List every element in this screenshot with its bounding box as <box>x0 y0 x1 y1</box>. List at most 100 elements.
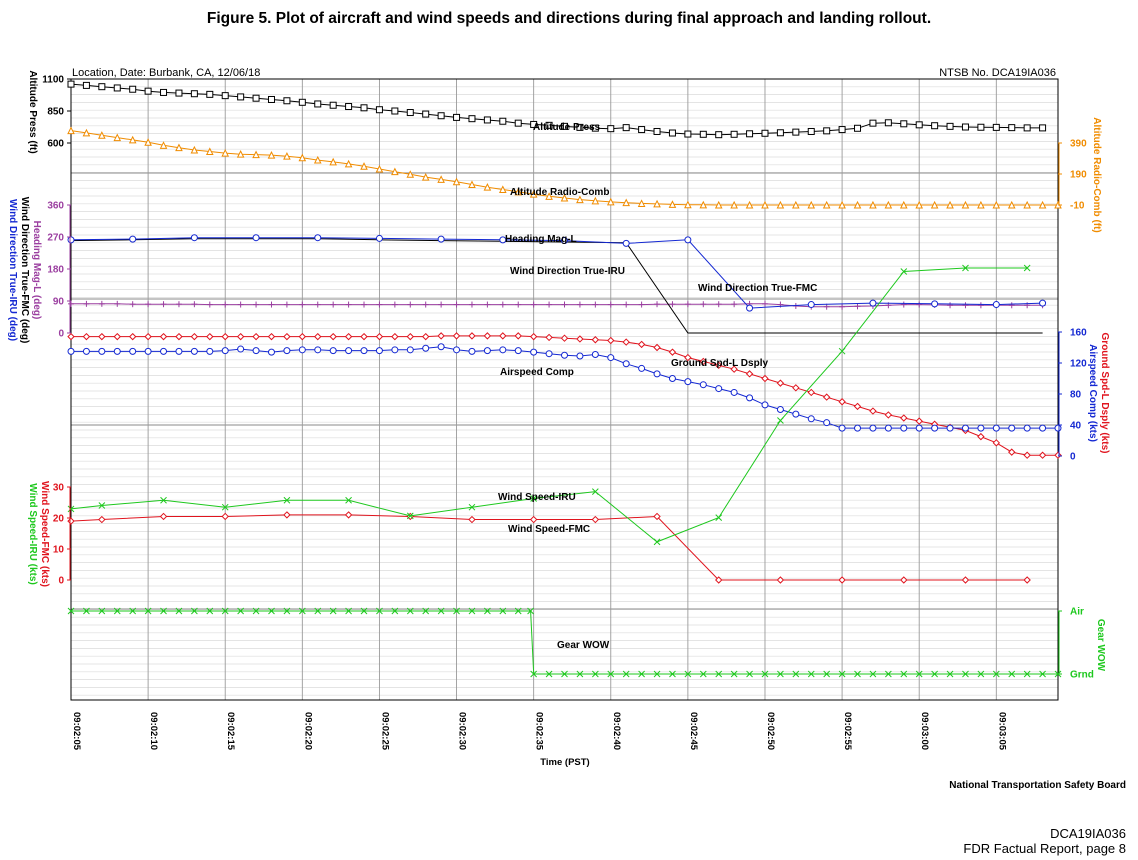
series-heading <box>68 300 1046 310</box>
point-marker <box>206 607 214 615</box>
point-marker <box>252 150 260 159</box>
point-marker <box>468 515 476 524</box>
point-marker <box>869 200 877 209</box>
point-marker <box>221 503 229 511</box>
point-marker <box>838 424 846 432</box>
point-marker <box>653 512 661 521</box>
point-marker <box>144 332 152 341</box>
point-marker <box>391 107 399 115</box>
point-marker <box>267 95 275 103</box>
point-marker <box>730 130 738 138</box>
wind-speed-tick-label: 20 <box>53 514 65 525</box>
point-marker <box>1023 124 1031 132</box>
point-marker <box>452 332 461 340</box>
point-marker <box>885 670 892 678</box>
point-marker <box>452 177 461 186</box>
point-marker <box>776 129 784 137</box>
point-marker <box>160 88 168 96</box>
point-marker <box>961 200 970 209</box>
annotation-label: Wind Speed-IRU <box>498 492 576 503</box>
point-marker <box>915 424 923 432</box>
point-marker <box>67 332 75 341</box>
axis-title-wind-speed-iru: Wind Speed-IRU (kts) <box>27 483 38 585</box>
point-marker <box>777 670 784 678</box>
point-marker <box>468 347 476 355</box>
point-marker <box>98 502 106 509</box>
location-date: Location, Date: Burbank, CA, 12/06/18 <box>72 67 261 79</box>
axis-title-wind-dir-iru: Wind Direction True-IRU (deg) <box>7 199 18 341</box>
point-marker <box>591 124 599 132</box>
point-marker <box>561 122 568 130</box>
point-marker <box>545 670 553 678</box>
point-marker <box>267 348 275 356</box>
point-marker <box>514 332 522 340</box>
point-marker <box>992 670 1000 678</box>
point-marker <box>807 670 815 678</box>
point-marker <box>468 607 476 615</box>
grid <box>70 78 1058 701</box>
wind-speed-tick-label: 10 <box>53 545 65 556</box>
series-wind-speed-fmc <box>67 511 1031 584</box>
point-marker <box>221 148 230 157</box>
point-marker <box>931 670 938 678</box>
point-marker <box>684 378 692 386</box>
point-marker <box>159 141 168 149</box>
point-marker <box>560 193 569 202</box>
point-marker <box>854 124 862 132</box>
point-marker <box>776 200 785 209</box>
point-marker <box>175 89 183 97</box>
point-marker <box>499 236 507 244</box>
point-marker <box>421 332 430 341</box>
point-marker <box>1038 451 1047 459</box>
point-marker <box>622 338 630 346</box>
point-marker <box>236 332 245 341</box>
point-marker <box>915 670 923 678</box>
point-marker <box>854 424 862 432</box>
point-marker <box>527 607 534 615</box>
point-marker <box>668 375 676 382</box>
point-marker <box>67 80 75 88</box>
point-marker <box>144 607 152 615</box>
x-tick-label: 09:03:05 <box>996 712 1007 751</box>
point-marker <box>98 515 106 524</box>
point-marker <box>869 407 877 415</box>
direction-tick-label: 270 <box>47 233 64 244</box>
point-marker <box>468 115 476 123</box>
point-marker <box>314 346 322 354</box>
point-marker <box>699 381 707 389</box>
point-marker <box>977 432 985 441</box>
point-marker <box>961 424 969 432</box>
point-marker <box>561 351 568 359</box>
point-marker <box>591 350 599 358</box>
point-marker <box>884 200 893 209</box>
point-marker <box>329 607 337 615</box>
point-marker <box>422 110 430 118</box>
point-marker <box>560 334 569 342</box>
point-marker <box>484 607 491 615</box>
point-marker <box>653 199 661 208</box>
annotation-label: Gear WOW <box>557 640 610 651</box>
point-marker <box>776 379 785 387</box>
axis-title-wind-dir-fmc: Wind Direction True-FMC (deg) <box>19 197 30 344</box>
point-marker <box>190 145 199 154</box>
point-marker <box>175 347 183 355</box>
point-marker <box>637 199 646 207</box>
point-marker <box>113 347 121 355</box>
direction-tick-label: 90 <box>53 297 65 308</box>
point-marker <box>607 670 615 678</box>
point-marker <box>483 116 491 124</box>
series-airspeed <box>67 343 1062 432</box>
point-marker <box>437 607 445 615</box>
point-marker <box>283 347 291 355</box>
point-marker <box>622 360 630 368</box>
point-marker <box>669 670 676 678</box>
footer-doc-id: DCA19IA036 <box>1050 826 1126 841</box>
speed-tick-label: 120 <box>1070 359 1087 370</box>
alt-radio-tick-label: -10 <box>1070 201 1085 212</box>
point-marker <box>576 670 584 678</box>
point-marker <box>854 670 861 678</box>
point-marker <box>236 150 245 158</box>
point-marker <box>375 234 383 242</box>
point-marker <box>761 129 769 137</box>
series-ground-speed <box>67 332 1062 459</box>
